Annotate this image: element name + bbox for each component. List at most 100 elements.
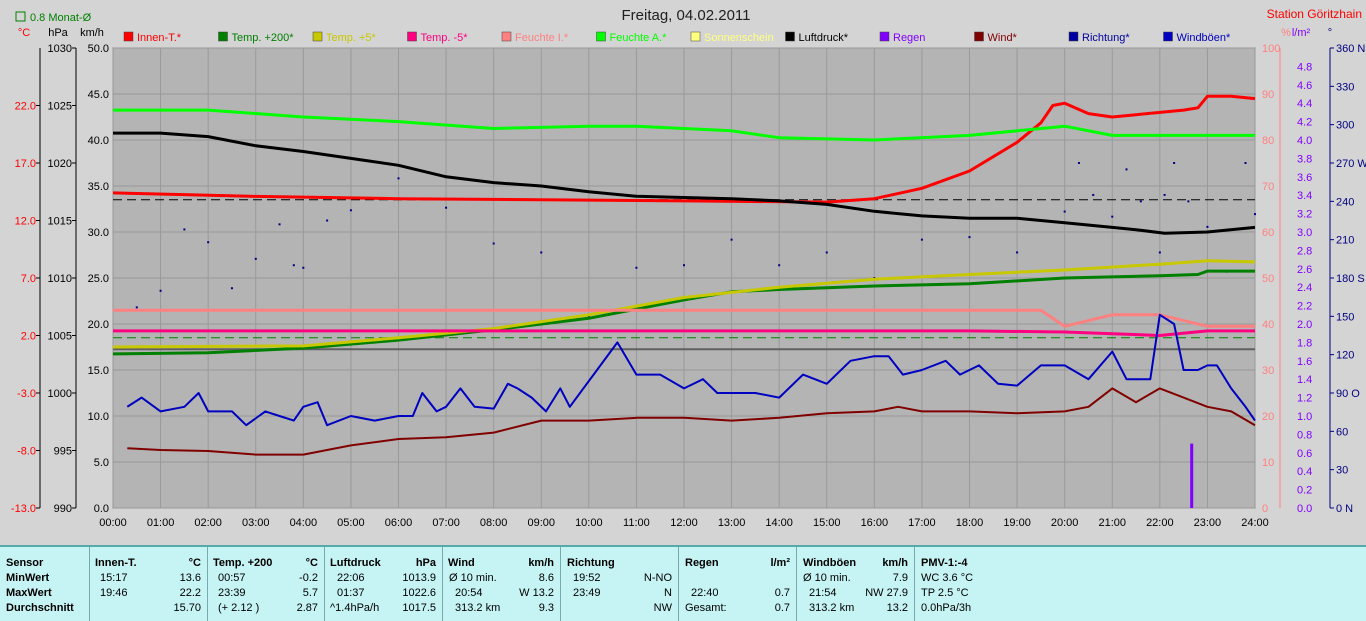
series-line-temp-5	[113, 329, 1255, 337]
stats-col-pmv: PMV-1:-4 WC 3.6 °C TP 2.5 °C 0.0hPa/3h	[914, 547, 1035, 621]
x-tick-label: 22:00	[1146, 517, 1174, 529]
legend-swatch-temp-5	[407, 31, 417, 42]
series-line-temp-5	[112, 259, 1256, 349]
x-tick-label: 10:00	[575, 517, 603, 529]
legend-label-feuchte-i: Feuchte I.*	[515, 32, 569, 44]
chart-title: Freitag, 04.02.2011	[622, 7, 751, 24]
direction-point	[254, 257, 257, 260]
series-line-feuchte-a	[113, 108, 1255, 142]
speed-tick-label: 35.0	[88, 181, 109, 193]
direction-tick-label: 360 N	[1336, 43, 1365, 55]
rain-tick-label: 0.0	[1297, 503, 1312, 515]
month-avg-label: 0.8 Monat-Ø	[30, 12, 92, 24]
x-tick-label: 00:00	[99, 517, 127, 529]
stats-gusts-r1a: Ø 10 min.	[803, 572, 851, 584]
temp-tick-label: 12.0	[15, 216, 36, 228]
pressure-tick-label: 995	[54, 446, 72, 458]
rain-tick-label: 3.2	[1297, 209, 1312, 221]
legend-label-windb-en: Windböen*	[1177, 32, 1232, 44]
humidity-tick-label: 40	[1262, 319, 1274, 331]
temp-tick-label: 17.0	[15, 158, 36, 170]
direction-point	[540, 251, 543, 254]
temp-tick-label: 2.0	[21, 331, 36, 343]
legend-label-innen-t: Innen-T.*	[137, 32, 182, 44]
stats-temp200-title: Temp. +200	[213, 557, 273, 569]
statistics-panel: Sensor MinWert MaxWert Durchschnitt Inne…	[0, 545, 1366, 621]
direction-tick-label: 210	[1336, 235, 1354, 247]
rain-tick-label: 4.6	[1297, 80, 1312, 92]
direction-point	[492, 242, 495, 245]
humidity-tick-label: 0	[1262, 503, 1268, 515]
stats-wind-title: Wind	[448, 557, 475, 569]
month-avg-icon	[15, 11, 26, 22]
legend-label-richtung: Richtung*	[1082, 32, 1130, 44]
humidity-tick-label: 70	[1262, 181, 1274, 193]
stats-innen-max-time: 19:46	[100, 587, 128, 599]
axes: -13.0-8.0-3.02.07.012.017.022.0990995100…	[11, 43, 1366, 529]
x-tick-label: 18:00	[956, 517, 984, 529]
direction-point	[587, 315, 590, 318]
rain-tick-label: 4.4	[1297, 98, 1312, 110]
direction-tick-label: 120	[1336, 350, 1354, 362]
stats-pressure-min: 1013.9	[402, 572, 436, 584]
direction-point	[1254, 213, 1256, 216]
pressure-tick-label: 1030	[48, 43, 72, 55]
temp-tick-label: -3.0	[17, 388, 36, 400]
x-tick-label: 03:00	[242, 517, 270, 529]
humidity-tick-label: 60	[1262, 227, 1274, 239]
direction-point	[1092, 193, 1095, 196]
stats-pressure-avg: 1017.5	[402, 602, 436, 614]
stats-wind-r1a: Ø 10 min.	[449, 572, 497, 584]
rain-tick-label: 3.8	[1297, 153, 1312, 165]
direction-point	[730, 238, 733, 241]
direction-tick-label: 300	[1336, 120, 1354, 132]
legend-swatch-richtung	[1068, 31, 1079, 42]
temp-tick-label: -13.0	[11, 503, 36, 515]
stats-innen-avg: 15.70	[173, 602, 201, 614]
direction-point	[397, 177, 400, 180]
rain-tick-label: 0.6	[1297, 448, 1312, 460]
stats-innen-title: Innen-T.	[95, 557, 137, 569]
legend-swatch-wind	[974, 31, 984, 42]
x-tick-label: 09:00	[527, 517, 555, 529]
rain-tick-label: 1.6	[1297, 356, 1312, 368]
x-tick-label: 04:00	[290, 517, 318, 529]
x-tick-label: 24:00	[1241, 517, 1269, 529]
stats-gusts-title: Windböen	[803, 557, 857, 569]
legend-swatch-innen-t	[123, 31, 134, 42]
legend-swatch-windb-en	[1163, 31, 1173, 42]
legend-label-wind: Wind*	[988, 32, 1018, 44]
rain-tick-label: 4.8	[1297, 61, 1312, 73]
rain-tick-label: 0.8	[1297, 429, 1312, 441]
pressure-tick-label: 1005	[48, 331, 72, 343]
row-label-max: MaxWert	[6, 587, 52, 599]
direction-tick-label: 180 S	[1336, 273, 1365, 285]
humidity-tick-label: 80	[1262, 135, 1274, 147]
humidity-tick-label: 10	[1262, 457, 1274, 469]
stats-wind-unit: km/h	[528, 557, 554, 569]
x-tick-label: 23:00	[1194, 517, 1222, 529]
direction-tick-label: 90 O	[1336, 388, 1360, 400]
stats-innen-min: 13.6	[179, 572, 201, 584]
station-name: Station Göritzhain	[1267, 7, 1362, 21]
stats-temp200-avg-note: (+ 2.12 )	[218, 602, 260, 614]
pressure-tick-label: 1020	[48, 158, 72, 170]
legend-swatch-sonnenschein	[690, 31, 701, 42]
direction-point	[1077, 162, 1080, 164]
x-tick-label: 08:00	[480, 517, 508, 529]
speed-tick-label: 10.0	[88, 411, 109, 423]
legend-swatch-feuchte-a	[596, 31, 606, 42]
direction-point	[207, 241, 210, 244]
x-tick-label: 13:00	[718, 517, 746, 529]
legend-label-temp-5: Temp. +5*	[326, 32, 377, 44]
stats-col-wind: Wind km/h Ø 10 min. 8.6 20:54 W 13.2 313…	[442, 547, 560, 621]
weather-chart: -13.0-8.0-3.02.07.012.017.022.0990995100…	[10, 7, 1366, 529]
x-tick-label: 06:00	[385, 517, 413, 529]
humidity-tick-label: 100	[1262, 43, 1280, 55]
stats-temp200-max-time: 23:39	[218, 587, 246, 599]
series-line-wind	[127, 387, 1256, 456]
rain-tick-label: 4.2	[1297, 117, 1312, 129]
rain-tick-label: 2.2	[1297, 301, 1312, 313]
rain-tick-label: 3.6	[1297, 172, 1312, 184]
stats-temp200-unit: °C	[305, 557, 318, 569]
